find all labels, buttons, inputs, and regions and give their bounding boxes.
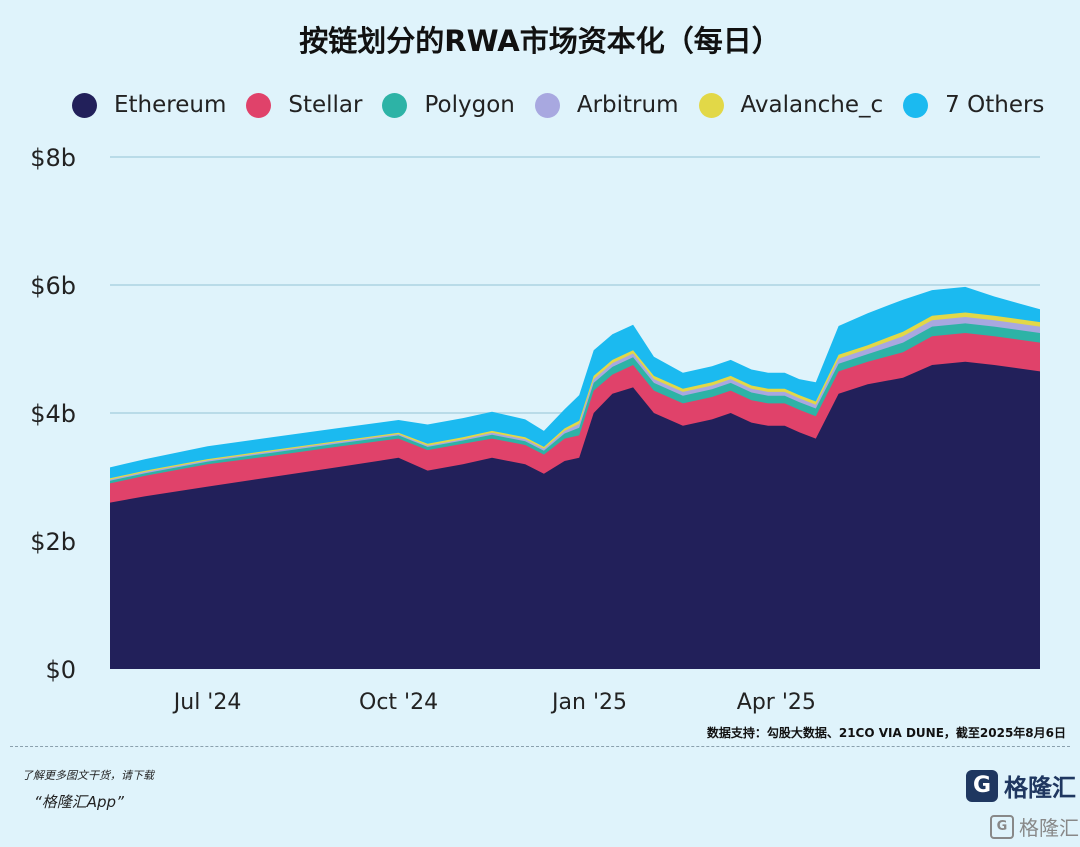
chart-title: 按链划分的RWA市场资本化（每日） [299, 24, 781, 58]
x-tick-label: Apr '25 [737, 690, 816, 715]
legend-swatch [534, 92, 560, 118]
legend-swatch [246, 92, 272, 118]
legend-label: Arbitrum [576, 92, 679, 118]
legend-label: Avalanche_c [740, 92, 884, 118]
legend-label: Ethereum [114, 92, 227, 118]
chart-legend: Ethereum Stellar Polygon Arbitrum Avalanche_… [72, 88, 1064, 122]
x-axis-ticks: Jul '24 Oct '24 Jan '25 Apr '25 [172, 690, 816, 715]
legend-item: Polygon [382, 92, 515, 118]
y-axis-ticks: $0 $2b $4b $6b $8b [30, 144, 76, 684]
dashed-divider [10, 746, 1070, 747]
y-tick-label: $2b [30, 528, 76, 556]
y-tick-label: $4b [30, 400, 76, 428]
y-tick-label: $6b [30, 272, 76, 300]
legend-label: Stellar [288, 92, 363, 118]
legend-item: Avalanche_c [698, 92, 884, 118]
legend-item: Arbitrum [534, 92, 679, 118]
legend-label: Polygon [424, 92, 515, 118]
promo-text-line2: “格隆汇App” [34, 793, 124, 811]
legend-swatch [72, 92, 97, 118]
logo-text: 格隆汇 [1004, 774, 1076, 802]
legend-item: 7 Others [903, 92, 1044, 118]
legend-swatch [698, 92, 724, 118]
watermark-mark-icon: G [990, 814, 1014, 839]
watermark-text: 格隆汇 [1019, 816, 1079, 840]
x-tick-label: Jan '25 [550, 690, 627, 715]
legend-swatch [382, 92, 408, 118]
legend-item: Stellar [246, 92, 362, 118]
y-tick-label: $8b [30, 144, 76, 172]
legend-label: 7 Others [945, 92, 1045, 118]
promo-text-line1: 了解更多图文干货，请下载 [22, 769, 154, 782]
x-tick-label: Oct '24 [359, 690, 438, 715]
data-source-note: 数据支持：勾股大数据、21CO VIA DUNE，截至2025年8月6日 [706, 726, 1066, 740]
x-tick-label: Jul '24 [172, 690, 242, 715]
stacked-areas [110, 286, 1040, 669]
area-series-ethereum [110, 361, 1040, 669]
chart-area: $0 $2b $4b $6b $8b Jul '24 Oct '24 Jan '25 Apr … [30, 144, 1040, 715]
legend-item: Ethereum [72, 92, 226, 118]
watermark: G 格隆汇 [990, 812, 1079, 841]
logo-mark-icon: G [966, 769, 998, 802]
y-tick-label: $0 [45, 656, 76, 684]
brand-logo: G 格隆汇 [966, 768, 1076, 803]
legend-swatch [903, 92, 929, 118]
